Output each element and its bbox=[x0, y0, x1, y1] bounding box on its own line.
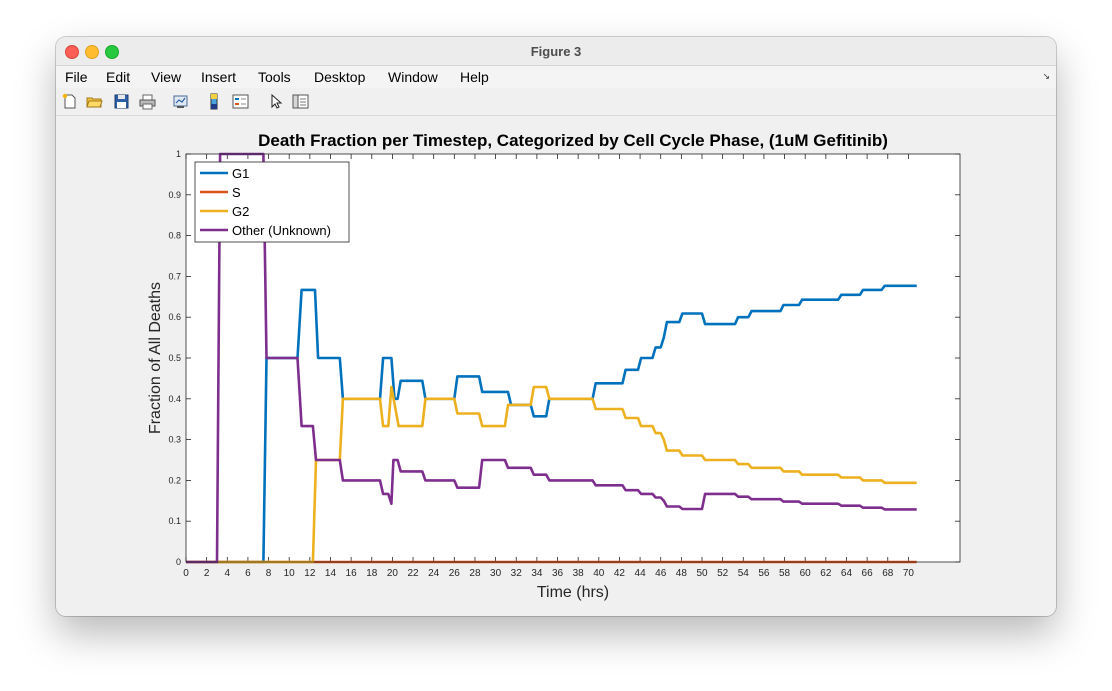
menu-window[interactable]: Window bbox=[388, 69, 438, 85]
y-tick-label: 0.5 bbox=[168, 353, 181, 363]
x-tick-label: 66 bbox=[862, 568, 874, 579]
chart-title: Death Fraction per Timestep, Categorized… bbox=[258, 131, 888, 150]
menu-help[interactable]: Help bbox=[460, 69, 489, 85]
x-tick-label: 22 bbox=[407, 568, 419, 579]
x-tick-label: 68 bbox=[882, 568, 894, 579]
open-file-icon[interactable] bbox=[86, 93, 103, 110]
y-tick-label: 0.4 bbox=[168, 394, 181, 404]
x-tick-label: 10 bbox=[284, 568, 296, 579]
new-figure-icon[interactable] bbox=[61, 93, 78, 110]
x-tick-label: 52 bbox=[717, 568, 729, 579]
toolbar bbox=[56, 88, 1056, 116]
x-tick-label: 54 bbox=[738, 568, 750, 579]
menu-tools[interactable]: Tools bbox=[258, 69, 291, 85]
axes-box bbox=[185, 153, 961, 563]
close-window-button[interactable] bbox=[65, 45, 79, 59]
legend-entry-label: S bbox=[232, 185, 241, 200]
y-tick-label: 0.6 bbox=[168, 312, 181, 322]
legend-icon[interactable] bbox=[232, 93, 249, 110]
x-tick-label: 48 bbox=[676, 568, 688, 579]
plot-area: 0 2 4 6 8 10 12 14 16 18 20 22 24 26 28 30 32 34 36 38 40 42 4… bbox=[56, 116, 1056, 616]
x-tick-label: 38 bbox=[573, 568, 585, 579]
x-tick-label: 8 bbox=[266, 568, 272, 579]
line-chart[interactable]: 0 2 4 6 8 10 12 14 16 18 20 22 24 26 28 30 32 34 36 38 40 42 4… bbox=[56, 116, 1056, 616]
menu-view[interactable]: View bbox=[151, 69, 182, 85]
figure-window: Figure 3 File Edit View Insert Tools Des… bbox=[56, 37, 1056, 616]
y-tick-label: 0.1 bbox=[168, 516, 181, 526]
x-tick-label: 46 bbox=[655, 568, 667, 579]
legend-entry-label: G2 bbox=[232, 204, 249, 219]
menu-bar: File Edit View Insert Tools Desktop Wind… bbox=[56, 66, 1056, 88]
x-tick-label: 12 bbox=[304, 568, 316, 579]
x-tick-label: 18 bbox=[366, 568, 378, 579]
y-tick-label: 0.3 bbox=[168, 435, 181, 445]
menu-file[interactable]: File bbox=[65, 69, 88, 85]
series-line-g2[interactable] bbox=[186, 385, 917, 564]
x-tick-label: 28 bbox=[469, 568, 481, 579]
y-axis-label: Fraction of All Deaths bbox=[147, 282, 164, 434]
x-tick-label: 36 bbox=[552, 568, 564, 579]
title-bar: Figure 3 bbox=[56, 37, 1056, 66]
x-tick-label: 64 bbox=[841, 568, 853, 579]
menu-insert[interactable]: Insert bbox=[201, 69, 237, 85]
x-tick-label: 20 bbox=[387, 568, 399, 579]
x-tick-label: 30 bbox=[490, 568, 502, 579]
x-tick-label: 40 bbox=[593, 568, 605, 579]
legend[interactable]: G1 S G2 Other (Unknown) bbox=[194, 161, 350, 243]
x-tick-label: 34 bbox=[531, 568, 543, 579]
x-tick-label: 4 bbox=[224, 568, 230, 579]
x-axis-label: Time (hrs) bbox=[537, 584, 609, 601]
x-tick-label: 16 bbox=[346, 568, 358, 579]
series-line-other-unknown[interactable] bbox=[186, 152, 917, 564]
x-tick-label: 0 bbox=[183, 568, 189, 579]
x-tick-label: 42 bbox=[614, 568, 626, 579]
legend-box bbox=[194, 161, 350, 243]
y-tick-label: 0 bbox=[176, 557, 181, 567]
x-tick-label: 2 bbox=[204, 568, 210, 579]
x-tick-label: 14 bbox=[325, 568, 337, 579]
x-tick-label: 32 bbox=[511, 568, 523, 579]
property-inspector-icon[interactable] bbox=[292, 93, 309, 110]
minimize-window-button[interactable] bbox=[85, 45, 99, 59]
x-tick-label: 60 bbox=[800, 568, 812, 579]
maximize-window-button[interactable] bbox=[105, 45, 119, 59]
x-tick-label: 70 bbox=[903, 568, 915, 579]
x-tick-label: 26 bbox=[449, 568, 461, 579]
legend-entry-label: G1 bbox=[232, 166, 249, 181]
edit-plot-icon[interactable] bbox=[267, 93, 284, 110]
y-tick-label: 1 bbox=[176, 149, 181, 159]
window-title: Figure 3 bbox=[530, 44, 582, 59]
y-tick-label: 0.2 bbox=[168, 475, 181, 485]
save-icon[interactable] bbox=[113, 93, 130, 110]
x-tick-label: 62 bbox=[820, 568, 832, 579]
series-line-g1[interactable] bbox=[186, 284, 917, 564]
x-tick-label: 56 bbox=[758, 568, 770, 579]
colorbar-icon[interactable] bbox=[206, 93, 223, 110]
y-tick-label: 0.7 bbox=[168, 271, 181, 281]
x-tick-label: 6 bbox=[245, 568, 251, 579]
legend-entry-label: Other (Unknown) bbox=[232, 223, 331, 238]
y-tick-label: 0.8 bbox=[168, 231, 181, 241]
print-icon[interactable] bbox=[139, 93, 156, 110]
x-tick-label: 58 bbox=[779, 568, 791, 579]
y-tick-label: 0.9 bbox=[168, 190, 181, 200]
menu-edit[interactable]: Edit bbox=[106, 69, 131, 85]
x-tick-label: 44 bbox=[635, 568, 647, 579]
toolbar-toggle-icon[interactable]: ↘ bbox=[1042, 71, 1050, 81]
menu-desktop[interactable]: Desktop bbox=[314, 69, 366, 85]
link-plot-icon[interactable] bbox=[172, 93, 189, 110]
x-tick-label: 24 bbox=[428, 568, 440, 579]
x-tick-label: 50 bbox=[696, 568, 708, 579]
